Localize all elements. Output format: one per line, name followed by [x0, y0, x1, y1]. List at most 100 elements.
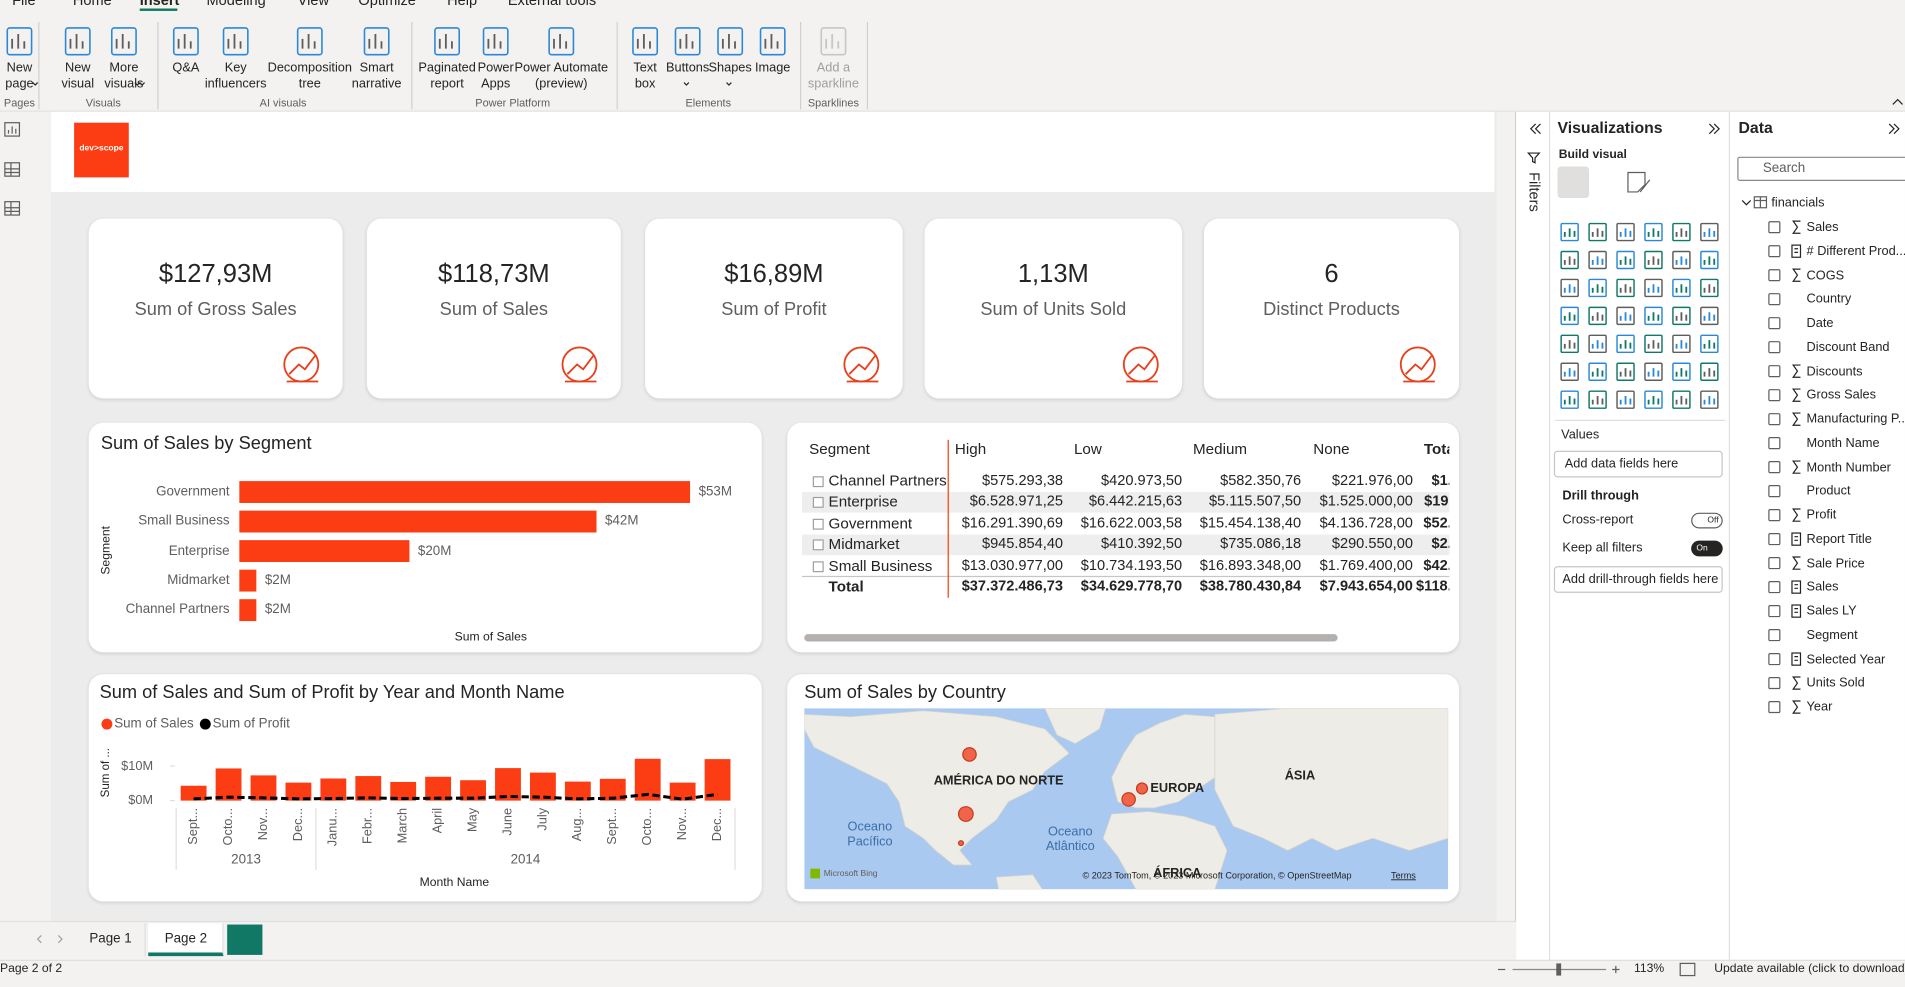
- ribbon-button-label[interactable]: (preview): [535, 76, 588, 92]
- field-name[interactable]: Discount Band: [1806, 339, 1890, 355]
- update-notice[interactable]: Update available (click to download): [1714, 962, 1905, 976]
- kpi-icon: [561, 346, 598, 383]
- sum-icon: [1792, 268, 1801, 282]
- visual-type-icon: [1616, 250, 1635, 270]
- ribbon-button-label[interactable]: Power Automate: [514, 60, 609, 76]
- filters-title[interactable]: Filters: [1525, 172, 1543, 212]
- field-name[interactable]: Sale Price: [1806, 555, 1865, 571]
- cell: $410.392,50: [1101, 534, 1183, 552]
- field-name[interactable]: Sales: [1806, 219, 1839, 235]
- calc-icon-detail: [1794, 536, 1799, 541]
- field-name[interactable]: Segment: [1806, 627, 1858, 643]
- field-name[interactable]: Sales LY: [1806, 603, 1857, 619]
- ribbon-tab[interactable]: File: [12, 0, 36, 9]
- field-name[interactable]: Product: [1806, 483, 1851, 499]
- page-tab-label[interactable]: Page 2: [164, 931, 208, 947]
- field-name[interactable]: Sales: [1806, 579, 1839, 595]
- x-tick-label: Octo...: [639, 808, 654, 846]
- ribbon-button-label[interactable]: Power: [477, 60, 514, 76]
- ribbon-icon-detail: [11, 34, 26, 49]
- x-axis-title: Sum of Sales: [454, 630, 527, 645]
- table-name[interactable]: financials: [1771, 195, 1825, 211]
- visual-type-icon: [1588, 278, 1607, 298]
- view-icon-detail: [4, 201, 20, 216]
- ribbon-button-label[interactable]: box: [634, 76, 656, 92]
- visual-type-detail: [1703, 368, 1716, 377]
- canvas-scrollbar: [1496, 111, 1517, 921]
- drop-well[interactable]: [1553, 566, 1723, 593]
- kpi-label: Distinct Products: [1263, 299, 1400, 320]
- ribbon-icon: [64, 27, 91, 56]
- kpi-icon: [843, 346, 880, 383]
- field-name[interactable]: Discounts: [1806, 363, 1863, 379]
- field-name[interactable]: Month Number: [1806, 459, 1891, 475]
- ribbon-button-label[interactable]: More: [109, 60, 139, 76]
- ribbon-button-label[interactable]: Image: [754, 60, 791, 76]
- ribbon-button-label[interactable]: Decomposition: [267, 60, 352, 76]
- ribbon-tab[interactable]: External tools: [507, 0, 597, 9]
- field-name[interactable]: Year: [1806, 699, 1833, 715]
- toggle-state: On: [1696, 543, 1708, 553]
- x-tick-label: Sept...: [185, 808, 200, 845]
- ribbon-button-label[interactable]: New: [64, 60, 91, 76]
- collapse-ribbon: [1892, 98, 1903, 105]
- field-name[interactable]: Report Title: [1806, 531, 1872, 547]
- cell: $52.504.260,67: [1423, 514, 1449, 532]
- ribbon-tab[interactable]: Optimize: [358, 0, 416, 9]
- ribbon-button-label[interactable]: visuals: [104, 76, 144, 92]
- ribbon-button-label[interactable]: report: [430, 76, 464, 92]
- page-tab[interactable]: [75, 923, 146, 957]
- field-name[interactable]: Manufacturing P...: [1806, 411, 1905, 427]
- ribbon-icon: [6, 27, 33, 56]
- ribbon-button-label[interactable]: Apps: [481, 76, 511, 92]
- search-box[interactable]: [1737, 156, 1905, 182]
- field-name[interactable]: Date: [1806, 315, 1834, 331]
- ribbon-button-label[interactable]: Paginated: [418, 60, 476, 76]
- ribbon-icon: [548, 27, 575, 56]
- field-name[interactable]: COGS: [1806, 267, 1845, 283]
- ribbon-button-label[interactable]: page: [5, 76, 34, 92]
- ribbon-button-label[interactable]: New: [6, 60, 33, 76]
- ribbon-tab[interactable]: Modeling: [206, 0, 266, 9]
- ribbon-button-label[interactable]: Text: [633, 60, 657, 76]
- ribbon-tab[interactable]: Insert: [139, 0, 180, 9]
- build-visual-tab[interactable]: [1557, 166, 1590, 199]
- ribbon-button-label[interactable]: Key: [224, 60, 247, 76]
- field-name[interactable]: Month Name: [1806, 435, 1880, 451]
- ribbon-tab[interactable]: Home: [72, 0, 112, 9]
- ribbon-group-label: Elements: [685, 96, 732, 110]
- zoom-thumb: [1556, 963, 1562, 976]
- add-page[interactable]: [227, 924, 263, 955]
- ribbon-button-label[interactable]: Smart: [359, 60, 394, 76]
- visual-type-detail: [1703, 256, 1716, 265]
- ribbon-tab[interactable]: Help: [447, 0, 478, 9]
- ribbon-button-label[interactable]: tree: [298, 76, 321, 92]
- drop-well[interactable]: [1553, 450, 1723, 478]
- ribbon-button-label[interactable]: visual: [61, 76, 95, 92]
- kpi-value: $127,93M: [158, 259, 273, 288]
- ribbon-group-label: AI visuals: [259, 96, 307, 110]
- visual-type-icon: [1644, 306, 1663, 326]
- field-name[interactable]: # Different Prod...: [1806, 243, 1905, 259]
- y-tick-label: Midmarket: [167, 572, 230, 588]
- field-name[interactable]: Units Sold: [1806, 675, 1865, 691]
- page-tab-label[interactable]: Page 1: [89, 931, 132, 947]
- field-name[interactable]: Gross Sales: [1806, 387, 1877, 403]
- y-tick-label: Enterprise: [168, 543, 230, 558]
- toggle[interactable]: [1691, 540, 1723, 557]
- ribbon-button-label[interactable]: Shapes: [708, 60, 752, 76]
- data-label: $2M: [264, 602, 291, 618]
- cell: $10.734.193,50: [1080, 556, 1183, 574]
- land: [995, 874, 1043, 890]
- ribbon-button-label[interactable]: influencers: [204, 76, 267, 92]
- field-name[interactable]: Profit: [1806, 507, 1837, 523]
- ribbon-button-label[interactable]: narrative: [351, 76, 402, 92]
- page-tab[interactable]: [148, 923, 224, 957]
- ribbon-tab[interactable]: View: [297, 0, 329, 9]
- field-name[interactable]: Selected Year: [1806, 651, 1886, 667]
- ribbon-button-label[interactable]: Buttons: [666, 60, 710, 76]
- bar: [239, 599, 257, 622]
- field-name[interactable]: Country: [1806, 291, 1852, 307]
- toggle[interactable]: [1691, 512, 1723, 529]
- ribbon-button-label[interactable]: Q&A: [172, 60, 200, 76]
